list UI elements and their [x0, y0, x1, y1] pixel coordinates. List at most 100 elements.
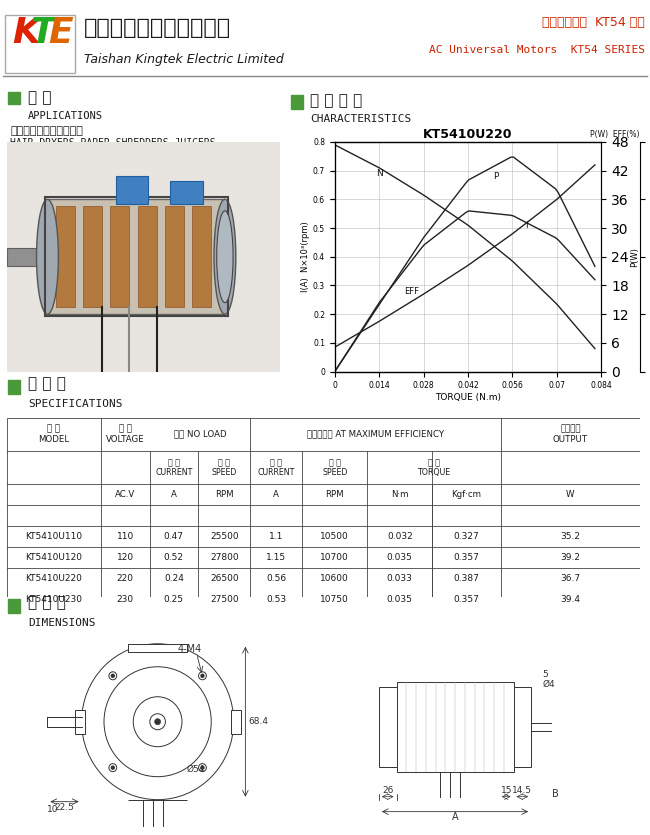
- Text: 0.033: 0.033: [387, 574, 413, 583]
- Text: 10500: 10500: [320, 532, 349, 541]
- Text: 10600: 10600: [320, 574, 349, 583]
- Text: 转 速
SPEED: 转 速 SPEED: [211, 458, 237, 478]
- Text: E: E: [48, 16, 73, 50]
- Text: KT5410U220: KT5410U220: [25, 574, 82, 583]
- Bar: [6, 247, 50, 266]
- Bar: [138, 206, 157, 307]
- Text: K: K: [12, 16, 40, 50]
- Text: 交流串激电机  KT54 系列: 交流串激电机 KT54 系列: [542, 17, 645, 29]
- Bar: [45, 197, 227, 316]
- Text: 68.4: 68.4: [248, 717, 268, 726]
- Text: P: P: [493, 172, 499, 181]
- Text: P(W)  EFF(%): P(W) EFF(%): [590, 130, 640, 139]
- Text: 25500: 25500: [210, 532, 239, 541]
- Text: Taishan Kingtek Electric Limited: Taishan Kingtek Electric Limited: [84, 53, 284, 66]
- Text: 10: 10: [47, 805, 58, 813]
- Bar: [291, 95, 303, 109]
- Text: RPM: RPM: [326, 490, 344, 499]
- Bar: [111, 206, 129, 307]
- Text: EFF: EFF: [404, 287, 419, 296]
- Text: Ø54: Ø54: [187, 765, 205, 774]
- Text: 0.035: 0.035: [387, 553, 413, 562]
- Text: 0.53: 0.53: [266, 595, 286, 604]
- Text: KT5410U120: KT5410U120: [25, 553, 82, 562]
- Text: 转 速
SPEED: 转 速 SPEED: [322, 458, 348, 478]
- Text: 1.15: 1.15: [266, 553, 286, 562]
- Text: AC.V: AC.V: [115, 490, 135, 499]
- Text: N·m: N·m: [391, 490, 408, 499]
- Text: 10700: 10700: [320, 553, 349, 562]
- Y-axis label: P(W): P(W): [630, 247, 639, 266]
- Bar: [396, 681, 514, 772]
- Bar: [5, 15, 75, 73]
- Text: 电 压
VOLTAGE: 电 压 VOLTAGE: [106, 424, 144, 444]
- Text: 35.2: 35.2: [560, 532, 580, 541]
- Bar: [8, 92, 20, 104]
- Text: 27500: 27500: [210, 595, 239, 604]
- Ellipse shape: [36, 200, 58, 314]
- Text: RPM: RPM: [215, 490, 233, 499]
- Title: KT5410U220: KT5410U220: [423, 128, 513, 141]
- Text: APPLICATIONS: APPLICATIONS: [28, 111, 103, 121]
- Text: CHARACTERISTICS: CHARACTERISTICS: [310, 114, 411, 124]
- Text: 型 号
MODEL: 型 号 MODEL: [38, 424, 69, 444]
- Text: T: T: [30, 16, 55, 50]
- Text: 0.387: 0.387: [454, 574, 479, 583]
- Text: 110: 110: [116, 532, 134, 541]
- Y-axis label: I(A)  N×10³(rpm): I(A) N×10³(rpm): [301, 221, 310, 292]
- Text: 台山市金特电机有限公司: 台山市金特电机有限公司: [84, 18, 231, 38]
- Bar: [231, 710, 240, 734]
- Text: KT5410U230: KT5410U230: [25, 595, 82, 604]
- Text: DIMENSIONS: DIMENSIONS: [29, 618, 96, 628]
- Text: 外 形 图: 外 形 图: [29, 595, 66, 610]
- Text: Ø4: Ø4: [543, 680, 555, 689]
- Text: 39.2: 39.2: [560, 553, 580, 562]
- Text: 空载 NO LOAD: 空载 NO LOAD: [174, 430, 226, 438]
- Text: 0.47: 0.47: [164, 532, 184, 541]
- Ellipse shape: [216, 210, 233, 302]
- Bar: [192, 206, 211, 307]
- Text: 规 格 表: 规 格 表: [29, 377, 66, 392]
- Text: 220: 220: [116, 574, 134, 583]
- Text: 39.4: 39.4: [560, 595, 580, 604]
- Text: A: A: [452, 812, 458, 822]
- Text: 120: 120: [116, 553, 134, 562]
- Text: 15: 15: [501, 786, 512, 795]
- Bar: [129, 644, 187, 652]
- Circle shape: [155, 719, 161, 725]
- Text: KT5410U110: KT5410U110: [25, 532, 82, 541]
- Bar: [379, 686, 396, 767]
- Text: 输出功率
OUTPUT: 输出功率 OUTPUT: [552, 424, 588, 444]
- Circle shape: [201, 675, 204, 677]
- Text: 0.52: 0.52: [164, 553, 184, 562]
- Text: 电 流
CURRENT: 电 流 CURRENT: [257, 458, 295, 478]
- Text: 0.035: 0.035: [387, 595, 413, 604]
- Text: 36.7: 36.7: [560, 574, 580, 583]
- Text: 5: 5: [543, 670, 549, 679]
- Text: AC Universal Motors  KT54 SERIES: AC Universal Motors KT54 SERIES: [429, 45, 645, 55]
- Bar: [47, 200, 225, 314]
- Text: W: W: [566, 490, 575, 499]
- Text: 26: 26: [382, 786, 393, 795]
- Text: A: A: [171, 490, 177, 499]
- Text: B: B: [552, 789, 559, 798]
- Text: 26500: 26500: [210, 574, 239, 583]
- Text: 1.1: 1.1: [269, 532, 283, 541]
- Text: I: I: [525, 221, 528, 230]
- Text: SPECIFICATIONS: SPECIFICATIONS: [29, 399, 123, 409]
- Ellipse shape: [214, 200, 236, 314]
- Text: 22.5: 22.5: [55, 802, 75, 812]
- Text: 0.357: 0.357: [454, 553, 479, 562]
- Bar: [75, 710, 84, 734]
- Text: HAIR DRYERS,PAPER SHREDDERS,JUICERS: HAIR DRYERS,PAPER SHREDDERS,JUICERS: [10, 138, 216, 148]
- Text: 0.032: 0.032: [387, 532, 413, 541]
- Bar: [8, 599, 20, 613]
- Text: 电吹风、碎纸机、榨汁机: 电吹风、碎纸机、榨汁机: [10, 126, 83, 136]
- Text: 230: 230: [116, 595, 134, 604]
- Text: 0.357: 0.357: [454, 595, 479, 604]
- Circle shape: [111, 767, 114, 769]
- Text: 10750: 10750: [320, 595, 349, 604]
- Text: 力 距
TORQUE: 力 距 TORQUE: [417, 458, 450, 478]
- Bar: [47, 716, 83, 726]
- Text: Kgf·cm: Kgf·cm: [451, 490, 482, 499]
